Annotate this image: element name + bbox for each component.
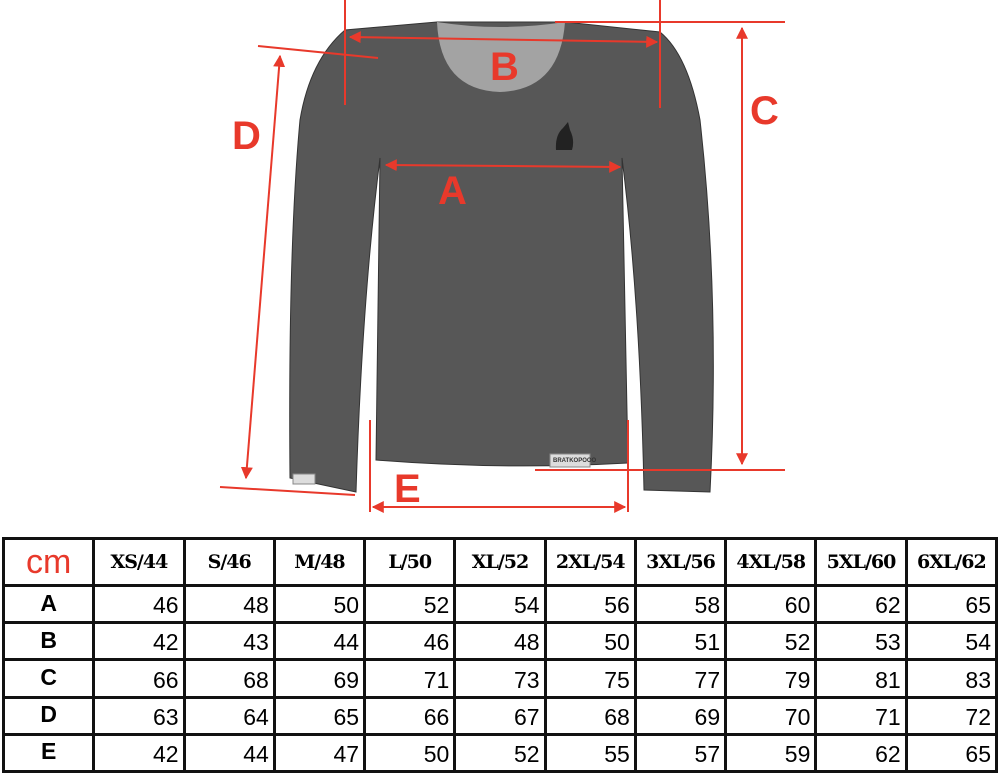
measurement-cell: 42 xyxy=(92,621,186,662)
measurement-cell: 65 xyxy=(904,732,999,774)
measurement-cell: 44 xyxy=(182,732,276,774)
measurement-lines xyxy=(219,0,785,513)
measurement-cell: 43 xyxy=(182,621,276,662)
measurement-cell: 56 xyxy=(543,583,637,625)
measurement-cell: 48 xyxy=(453,621,547,662)
measurement-cell: 59 xyxy=(724,732,818,774)
size-header: 4XL/58 xyxy=(724,537,818,587)
measurement-cell: 71 xyxy=(814,695,908,736)
measurement-cell: 50 xyxy=(272,583,367,625)
measurement-cell: 68 xyxy=(543,695,637,736)
measurement-cell: 51 xyxy=(633,621,728,662)
measurement-cell: 46 xyxy=(363,621,457,662)
row-label: B xyxy=(1,621,96,662)
unit-label: cm xyxy=(1,537,96,587)
label-d: D xyxy=(232,114,261,158)
measurement-cell: 58 xyxy=(633,583,728,625)
measurement-cell: 57 xyxy=(633,732,728,774)
sweatshirt-body xyxy=(289,21,714,493)
measurement-cell: 71 xyxy=(363,658,457,699)
measurement-cell: 83 xyxy=(904,658,999,699)
measurement-cell: 64 xyxy=(182,695,276,736)
size-header: 2XL/54 xyxy=(543,537,637,587)
size-header: M/48 xyxy=(272,537,367,587)
measurement-cell: 55 xyxy=(543,732,637,774)
measurement-cell: 66 xyxy=(363,695,457,736)
size-header: XL/52 xyxy=(453,537,547,587)
measurement-cell: 66 xyxy=(92,658,186,699)
measurement-cell: 67 xyxy=(453,695,547,736)
table-row: E 42 44 47 50 52 55 57 59 62 65 xyxy=(1,732,999,774)
measurement-cell: 50 xyxy=(363,732,457,774)
table-row: B 42 43 44 46 48 50 51 52 53 54 xyxy=(1,621,999,662)
measurement-cell: 73 xyxy=(453,658,547,699)
row-label: A xyxy=(1,583,96,625)
measurement-cell: 69 xyxy=(272,658,367,699)
measurement-cell: 48 xyxy=(182,583,276,625)
measurement-cell: 46 xyxy=(92,583,186,625)
measurement-cell: 60 xyxy=(724,583,818,625)
measurement-cell: 44 xyxy=(272,621,367,662)
measurement-cell: 52 xyxy=(453,732,547,774)
table-row: C 66 68 69 71 73 75 77 79 81 83 xyxy=(1,658,999,699)
measurement-cell: 79 xyxy=(724,658,818,699)
size-table: cm XS/44 S/46 M/48 L/50 XL/52 2XL/54 3XL… xyxy=(1,537,999,774)
measurement-cell: 72 xyxy=(904,695,999,736)
measurement-cell: 62 xyxy=(814,732,908,774)
size-header: 3XL/56 xyxy=(633,537,728,587)
measurement-cell: 77 xyxy=(633,658,728,699)
size-header: XS/44 xyxy=(92,537,186,587)
measurement-cell: 47 xyxy=(272,732,367,774)
measurement-cell: 70 xyxy=(724,695,818,736)
measurement-cell: 50 xyxy=(543,621,637,662)
size-header-row: cm XS/44 S/46 M/48 L/50 XL/52 2XL/54 3XL… xyxy=(1,537,999,587)
measurement-cell: 42 xyxy=(92,732,186,774)
measurement-cell: 75 xyxy=(543,658,637,699)
hem-tag xyxy=(549,453,591,468)
measurement-cell: 52 xyxy=(724,621,818,662)
label-e: E xyxy=(394,467,421,511)
measurement-cell: 62 xyxy=(814,583,908,625)
measurement-cell: 54 xyxy=(904,621,999,662)
row-label: C xyxy=(1,658,96,699)
measurement-cell: 69 xyxy=(633,695,728,736)
knight-helmet-icon xyxy=(555,122,574,150)
size-header: L/50 xyxy=(363,537,457,587)
hem-tag-text: BRATKOPOOO xyxy=(553,458,597,464)
label-c: C xyxy=(750,89,779,133)
table-row: D 63 64 65 66 67 68 69 70 71 72 xyxy=(1,695,999,736)
size-header: 6XL/62 xyxy=(904,537,999,587)
cuff-tag xyxy=(292,473,316,485)
label-a: A xyxy=(438,169,467,213)
size-header: S/46 xyxy=(182,537,276,587)
measurement-cell: 53 xyxy=(814,621,908,662)
measurement-cell: 54 xyxy=(453,583,547,625)
row-label: E xyxy=(1,732,96,774)
row-label: D xyxy=(1,695,96,736)
measurement-cell: 63 xyxy=(92,695,186,736)
measurement-cell: 65 xyxy=(904,583,999,625)
measurement-cell: 68 xyxy=(182,658,276,699)
label-b: B xyxy=(490,45,519,89)
measurement-cell: 81 xyxy=(814,658,908,699)
sweatshirt-diagram: BRATKOPOOO A B C D E xyxy=(219,0,785,513)
measurement-cell: 52 xyxy=(363,583,457,625)
measurement-cell: 65 xyxy=(272,695,367,736)
table-row: A 46 48 50 52 54 56 58 60 62 65 xyxy=(1,583,999,625)
size-header: 5XL/60 xyxy=(814,537,908,587)
